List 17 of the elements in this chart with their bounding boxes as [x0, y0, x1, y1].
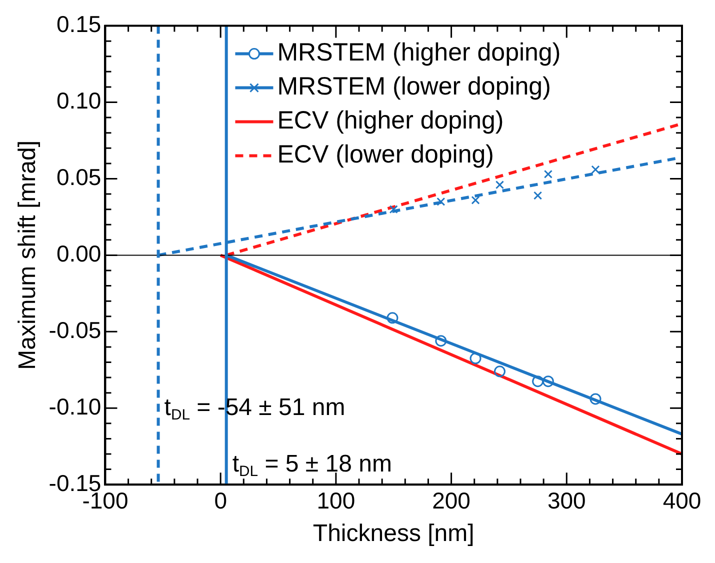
legend-label: MRSTEM (lower doping)	[277, 72, 551, 101]
x-tick-label: 400	[662, 488, 702, 514]
y-tick-label: 0.15	[56, 11, 102, 38]
legend-label: ECV (higher doping)	[277, 106, 504, 135]
legend-label: MRSTEM (higher doping)	[277, 38, 561, 67]
x-axis-title: Thickness [nm]	[312, 520, 474, 548]
x-tick-label: 300	[547, 488, 586, 514]
y-tick-label: -0.05	[48, 317, 102, 344]
y-tick-label: 0.10	[56, 88, 102, 114]
x-tick-label: 0	[214, 488, 227, 514]
legend-label: ECV (lower doping)	[277, 140, 494, 169]
y-tick-label: -0.10	[48, 393, 102, 420]
y-axis-title: Maximum shift [mrad]	[14, 140, 42, 370]
x-tick-label: 100	[316, 488, 356, 514]
y-tick-label: 0.00	[56, 240, 102, 267]
y-tick-label: 0.05	[56, 164, 102, 190]
x-tick-label: 200	[432, 488, 470, 514]
